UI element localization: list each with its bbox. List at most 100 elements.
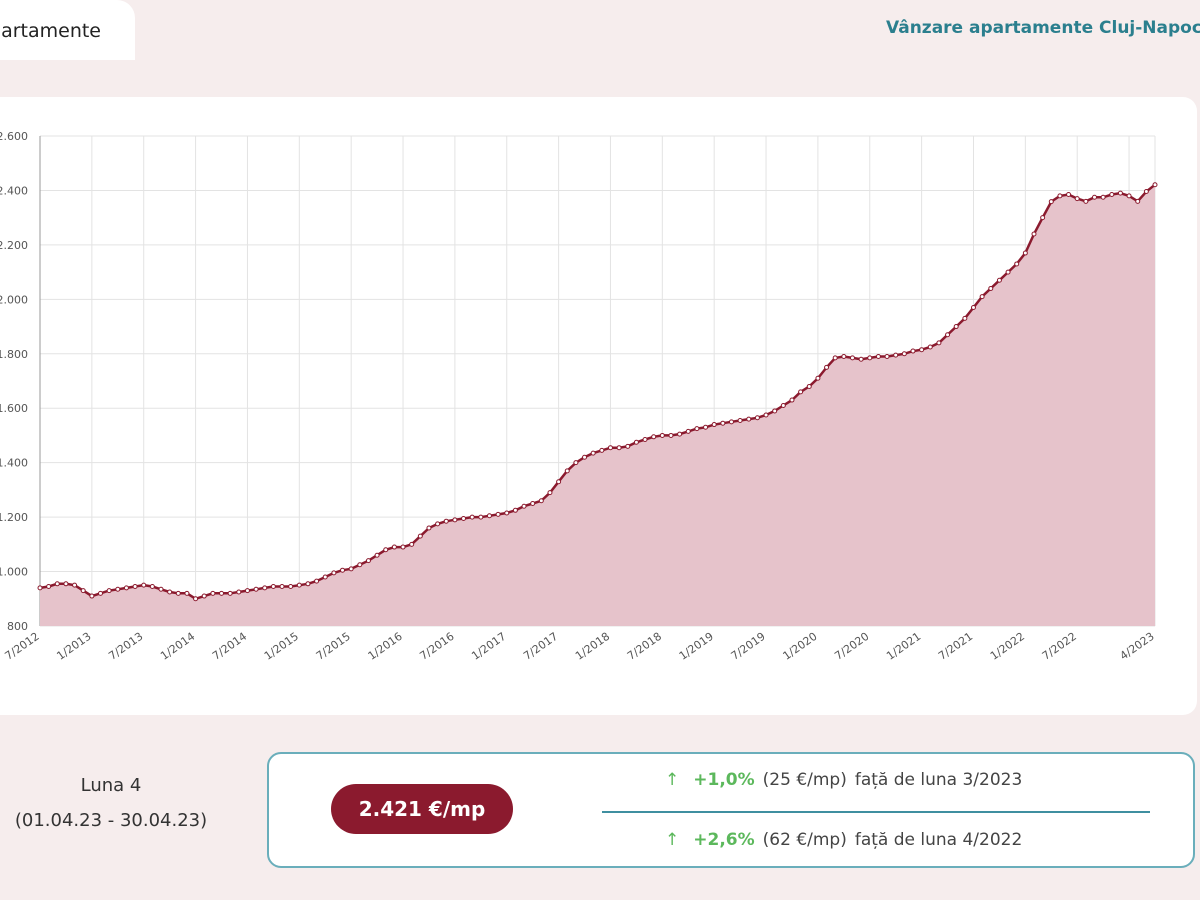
point	[841, 354, 847, 359]
point	[478, 514, 484, 520]
y-tick-label: 1.600	[0, 402, 28, 415]
point	[1083, 198, 1089, 204]
point	[1117, 190, 1123, 196]
point	[538, 498, 544, 504]
point	[244, 588, 250, 594]
point	[685, 428, 691, 434]
point	[642, 437, 648, 443]
point	[901, 351, 907, 357]
point	[1074, 196, 1080, 202]
point	[435, 521, 441, 527]
point	[383, 547, 389, 553]
y-tick-label: 2.400	[0, 184, 28, 197]
point	[426, 525, 432, 531]
point	[340, 567, 346, 573]
point	[149, 584, 155, 590]
point	[193, 596, 199, 602]
x-tick-label: 7/2021	[936, 630, 975, 663]
point	[227, 590, 233, 596]
point	[547, 490, 553, 496]
header-link[interactable]: Vânzare apartamente Cluj-Napoca	[886, 18, 1200, 38]
point	[599, 447, 605, 453]
x-tick-label: 7/2017	[521, 630, 560, 663]
point	[849, 355, 855, 361]
point	[219, 590, 225, 596]
point	[305, 581, 311, 587]
price-pill: 2.421 €/mp	[331, 784, 513, 834]
x-tick-label: 1/2017	[469, 630, 508, 663]
point	[728, 419, 734, 425]
point	[659, 432, 665, 438]
change-amount: (25 €/mp)	[762, 770, 847, 790]
change-percent: +2,6%	[693, 830, 755, 850]
point	[806, 383, 812, 389]
point	[279, 584, 285, 590]
point	[1031, 231, 1037, 237]
point	[927, 344, 933, 350]
x-tick-label: 7/2015	[314, 630, 353, 663]
point	[106, 588, 112, 594]
y-tick-label: 1.800	[0, 348, 28, 361]
point	[893, 352, 899, 358]
point	[556, 479, 562, 485]
point	[1005, 269, 1011, 275]
point	[590, 450, 596, 456]
point	[400, 544, 406, 550]
point	[668, 432, 674, 438]
point	[365, 558, 371, 564]
point	[409, 541, 415, 547]
point	[314, 578, 320, 584]
point	[919, 347, 925, 353]
point	[711, 422, 717, 428]
y-tick-label: 1.000	[0, 566, 28, 579]
y-tick-label: 2.600	[0, 130, 28, 143]
point	[824, 364, 830, 370]
x-tick-label: 4/2023	[1118, 630, 1157, 663]
tab[interactable]: Apartamente	[0, 0, 135, 60]
point	[1022, 250, 1028, 256]
y-tick-label: 1.200	[0, 511, 28, 524]
point	[322, 574, 328, 580]
month-label: Luna 4	[80, 775, 142, 796]
point	[573, 460, 579, 466]
point	[495, 511, 501, 517]
point	[962, 315, 968, 321]
point	[1152, 182, 1158, 188]
point	[54, 581, 60, 587]
x-tick-label: 1/2016	[366, 630, 405, 663]
point	[288, 584, 294, 590]
point	[694, 426, 700, 432]
point	[158, 586, 164, 592]
point	[616, 445, 622, 451]
point	[625, 443, 631, 449]
point	[651, 434, 657, 440]
summary-box: 2.421 €/mp ↑ +1,0% (25 €/mp) față de luna 3…	[267, 752, 1195, 868]
point	[132, 584, 138, 590]
x-tick-label: 7/2016	[417, 630, 456, 663]
point	[262, 585, 268, 591]
point	[210, 590, 216, 596]
point	[63, 581, 69, 587]
point	[1126, 193, 1132, 199]
point	[936, 340, 942, 346]
point	[46, 584, 52, 590]
point	[1014, 261, 1020, 267]
change-reference: față de luna 4/2022	[854, 830, 1023, 850]
point	[98, 590, 104, 596]
x-tick-label: 7/2022	[1040, 630, 1079, 663]
point	[979, 294, 985, 300]
point	[564, 468, 570, 474]
point	[832, 355, 838, 361]
point	[357, 562, 363, 568]
x-tick-label: 1/2014	[158, 630, 197, 663]
point	[512, 507, 518, 513]
point	[391, 544, 397, 550]
point	[1040, 215, 1046, 221]
y-tick-label: 2.200	[0, 239, 28, 252]
x-tick-label: 7/2020	[832, 630, 871, 663]
y-tick-label: 800	[7, 620, 28, 633]
divider	[602, 811, 1150, 813]
point	[443, 518, 449, 524]
tab-title[interactable]: Apartamente	[0, 20, 101, 42]
